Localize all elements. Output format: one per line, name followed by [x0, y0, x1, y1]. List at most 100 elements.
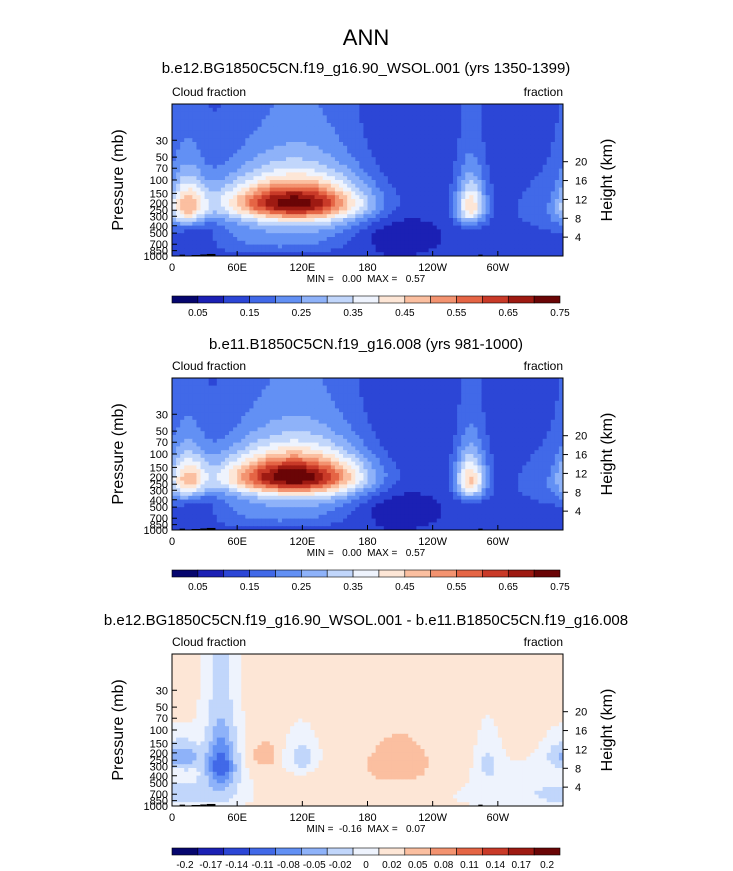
field-cell	[200, 149, 206, 154]
field-cell	[396, 225, 401, 230]
field-cell	[359, 233, 364, 238]
field-cell	[196, 130, 202, 135]
field-cell	[265, 225, 271, 230]
y-tick-label: 250	[150, 205, 168, 217]
y-tick-right-label: 4	[575, 232, 581, 244]
field-cell	[526, 142, 531, 147]
field-cell	[424, 225, 430, 230]
field-cell	[334, 210, 340, 215]
field-cell	[359, 161, 364, 166]
field-cell	[220, 153, 226, 158]
field-cell	[473, 385, 478, 390]
field-cell	[347, 385, 352, 390]
field-cell	[220, 248, 226, 253]
field-cell	[212, 244, 218, 249]
field-cell	[510, 244, 515, 249]
field-cell	[220, 408, 226, 413]
field-cell	[208, 385, 214, 390]
field-cell	[290, 191, 295, 196]
field-cell	[241, 145, 246, 151]
field-cell	[281, 385, 287, 390]
field-cell	[383, 123, 389, 128]
field-cell	[526, 123, 531, 128]
field-cell	[453, 378, 458, 383]
field-cell	[216, 248, 222, 253]
field-cell	[461, 111, 466, 116]
field-cell	[180, 161, 185, 166]
field-cell	[542, 138, 548, 143]
field-cell	[412, 199, 417, 204]
field-cell	[448, 130, 454, 135]
field-cell	[477, 385, 483, 390]
field-cell	[534, 191, 540, 196]
field-cell	[440, 145, 446, 151]
field-cell	[241, 126, 246, 132]
field-cell	[542, 400, 548, 406]
field-cell	[273, 252, 279, 257]
field-cell	[261, 157, 267, 162]
field-cell	[440, 149, 446, 154]
field-cell	[453, 126, 458, 132]
field-cell	[229, 183, 234, 189]
field-cell	[510, 115, 515, 120]
field-cell	[290, 404, 295, 409]
field-cell	[473, 408, 478, 413]
field-cell	[286, 210, 291, 215]
field-cell	[184, 397, 189, 402]
field-cell	[489, 111, 495, 116]
field-cell	[326, 400, 332, 406]
field-cell	[542, 378, 548, 383]
field-cell	[204, 385, 210, 390]
field-cell	[440, 385, 446, 390]
field-cell	[420, 191, 426, 196]
field-cell	[253, 378, 259, 383]
field-cell	[440, 206, 446, 211]
field-cell	[318, 138, 324, 143]
field-cell	[383, 252, 389, 257]
field-cell	[518, 218, 523, 223]
field-cell	[322, 199, 328, 204]
field-cell	[465, 176, 470, 181]
field-cell	[249, 218, 254, 223]
field-cell	[277, 168, 283, 173]
field-cell	[347, 233, 352, 238]
field-cell	[497, 107, 503, 113]
field-cell	[367, 153, 373, 158]
field-cell	[298, 138, 303, 143]
field-cell	[241, 111, 246, 116]
field-cell	[338, 389, 344, 394]
field-cell	[359, 111, 364, 116]
field-cell	[457, 199, 462, 204]
field-cell	[481, 176, 487, 181]
field-cell	[477, 416, 483, 421]
field-cell	[220, 389, 226, 394]
field-cell	[367, 168, 373, 173]
field-cell	[338, 111, 344, 116]
field-cell	[286, 393, 291, 398]
field-cell	[514, 416, 519, 421]
field-cell	[473, 244, 478, 249]
field-cell	[184, 199, 189, 204]
field-cell	[391, 202, 397, 208]
field-cell	[265, 134, 271, 139]
field-cell	[237, 149, 242, 154]
field-cell	[412, 126, 417, 132]
field-cell	[269, 183, 275, 189]
field-cell	[391, 111, 397, 116]
field-cell	[237, 107, 242, 113]
field-cell	[241, 404, 246, 409]
field-cell	[379, 400, 385, 406]
field-cell	[208, 115, 214, 120]
field-cell	[391, 142, 397, 147]
field-cell	[538, 389, 544, 394]
field-cell	[302, 172, 307, 177]
field-cell	[420, 153, 426, 158]
field-cell	[501, 195, 507, 200]
field-cell	[367, 191, 373, 196]
field-cell	[510, 248, 515, 253]
field-cell	[469, 404, 474, 409]
field-cell	[273, 416, 279, 421]
field-cell	[481, 252, 487, 257]
field-cell	[404, 195, 409, 200]
field-cell	[465, 378, 470, 383]
